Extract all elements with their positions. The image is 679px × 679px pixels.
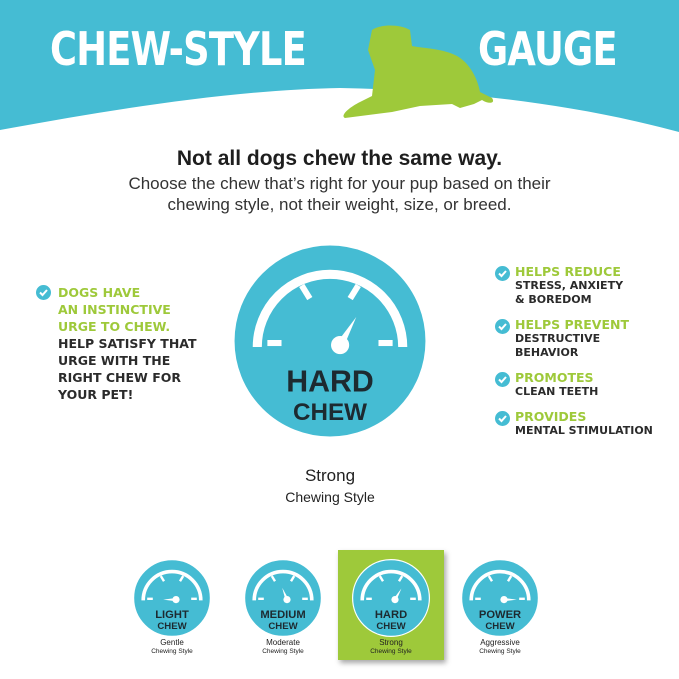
- gauge-tick: [270, 575, 277, 582]
- title-left: CHEW-STYLE: [50, 22, 307, 76]
- benefit-item: PROVIDES MENTAL STIMULATION: [515, 410, 653, 438]
- note-highlight-2: AN INSTINCTIVE: [58, 302, 171, 317]
- gauge-tick: [289, 575, 296, 582]
- gauge-label-2: CHEW: [293, 399, 367, 426]
- note-highlight-1: DOGS HAVE: [58, 285, 141, 300]
- gauge-label-2: CHEW: [268, 621, 298, 632]
- benefit-line: CLEAN TEETH: [515, 385, 599, 398]
- intro-line-1: Choose the chew that’s right for your pu…: [128, 174, 551, 193]
- gauge-arc: [141, 569, 203, 601]
- gauge-label-1: LIGHT: [155, 609, 189, 621]
- note-body-4: YOUR PET!: [58, 387, 134, 402]
- gauge-label-1: MEDIUM: [260, 609, 305, 621]
- gauge-arc: [252, 569, 314, 601]
- benefit-title: PROMOTES: [515, 370, 594, 385]
- level-caption: Moderate: [266, 638, 300, 647]
- check-icon: [495, 266, 510, 281]
- gauge-label-2: CHEW: [157, 621, 187, 632]
- gauge-label-1: POWER: [479, 609, 521, 621]
- gauge-label-2: CHEW: [376, 621, 406, 632]
- level-caption: Aggressive: [480, 638, 520, 647]
- intro-line-2: chewing style, not their weight, size, o…: [167, 195, 512, 214]
- benefit-item: HELPS PREVENT DESTRUCTIVE BEHAVIOR: [515, 318, 629, 360]
- headline: Not all dogs chew the same way.: [176, 147, 503, 170]
- main-caption-sub: Chewing Style: [285, 489, 375, 505]
- check-icon: [36, 285, 51, 300]
- gauge-tick: [487, 575, 494, 582]
- note-highlight-3: URGE TO CHEW.: [58, 319, 171, 334]
- gauge-tick: [378, 575, 385, 582]
- level-caption-sub: Chewing Style: [151, 648, 193, 655]
- check-icon: [495, 372, 510, 387]
- gauge-label-1: HARD: [286, 366, 374, 399]
- benefit-line: STRESS, ANXIETY: [515, 279, 624, 292]
- level-caption-sub: Chewing Style: [370, 648, 412, 655]
- benefit-item: PROMOTES CLEAN TEETH: [515, 371, 598, 399]
- benefit-title: HELPS REDUCE: [515, 264, 621, 279]
- gauge-tick: [159, 575, 166, 582]
- check-icon: [495, 319, 510, 334]
- gauge-arc: [360, 569, 422, 601]
- gauge-tick: [506, 575, 513, 582]
- gauge-arc: [469, 569, 531, 601]
- benefit-title: HELPS PREVENT: [515, 317, 630, 332]
- gauge-tick: [397, 575, 404, 582]
- note-body-3: RIGHT CHEW FOR: [58, 370, 181, 385]
- note-body-1: HELP SATISFY THAT: [58, 336, 197, 351]
- title-right: GAUGE: [478, 22, 618, 76]
- note-body-2: URGE WITH THE: [58, 353, 171, 368]
- level-caption-sub: Chewing Style: [479, 648, 521, 655]
- gauge-arc: [252, 269, 408, 348]
- benefit-item: HELPS REDUCE STRESS, ANXIETY & BOREDOM: [515, 265, 623, 307]
- gauge-label-2: CHEW: [485, 621, 515, 632]
- level-caption: Gentle: [160, 638, 184, 647]
- benefit-line: BEHAVIOR: [515, 346, 579, 359]
- benefit-line: & BOREDOM: [515, 293, 592, 306]
- level-caption-sub: Chewing Style: [262, 648, 304, 655]
- benefit-title: PROVIDES: [515, 409, 587, 424]
- gauge-tick: [299, 283, 313, 301]
- gauge-tick: [347, 283, 361, 301]
- benefit-line: DESTRUCTIVE: [515, 332, 601, 345]
- level-caption: Strong: [379, 638, 403, 647]
- check-icon: [495, 411, 510, 426]
- left-note: DOGS HAVE AN INSTINCTIVE URGE TO CHEW. H…: [58, 284, 238, 403]
- benefit-line: MENTAL STIMULATION: [515, 424, 653, 437]
- gauge-label-1: HARD: [375, 609, 407, 621]
- main-caption: Strong: [304, 466, 356, 485]
- gauge-tick: [178, 575, 185, 582]
- header-banner: [0, 0, 679, 132]
- dog-silhouette-icon: [343, 25, 494, 118]
